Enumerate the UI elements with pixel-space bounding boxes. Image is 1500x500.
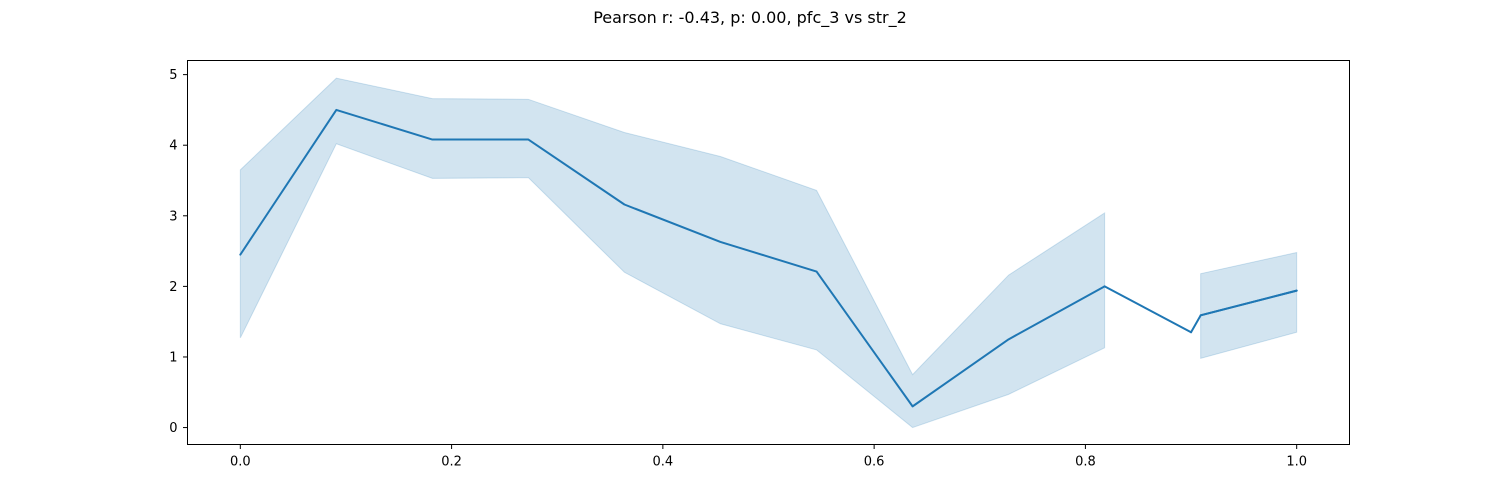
series-line-0-1	[1103, 285, 1193, 334]
y-tick-label: 1	[169, 350, 177, 365]
y-tick-label: 4	[169, 139, 177, 154]
x-tick-label: 0.0	[230, 455, 251, 470]
x-tick-label: 1.0	[1286, 455, 1307, 470]
series-lines	[239, 108, 1298, 408]
confidence-bands	[239, 77, 1298, 429]
series-line-0-0	[239, 108, 1106, 408]
x-axis: 0.0 0.2 0.4 0.6 0.8 1.0	[230, 444, 1307, 470]
y-tick-label: 5	[169, 68, 177, 83]
x-tick-label: 0.8	[1075, 455, 1096, 470]
series-line-0-3	[1199, 289, 1298, 317]
y-tick-label: 3	[169, 209, 177, 224]
x-tick-label: 0.4	[653, 455, 674, 470]
y-tick-label: 0	[169, 421, 177, 436]
plot-area-frame	[187, 60, 1350, 445]
x-tick-label: 0.2	[441, 455, 462, 470]
x-tick-label: 0.6	[864, 455, 885, 470]
y-axis: 0 1 2 3 4 5	[169, 68, 188, 436]
chart-title: Pearson r: -0.43, p: 0.00, pfc_3 vs str_…	[593, 8, 907, 28]
confidence-band-0-3	[1200, 251, 1298, 360]
confidence-band-0-0	[239, 77, 1106, 429]
y-tick-label: 2	[169, 280, 177, 295]
